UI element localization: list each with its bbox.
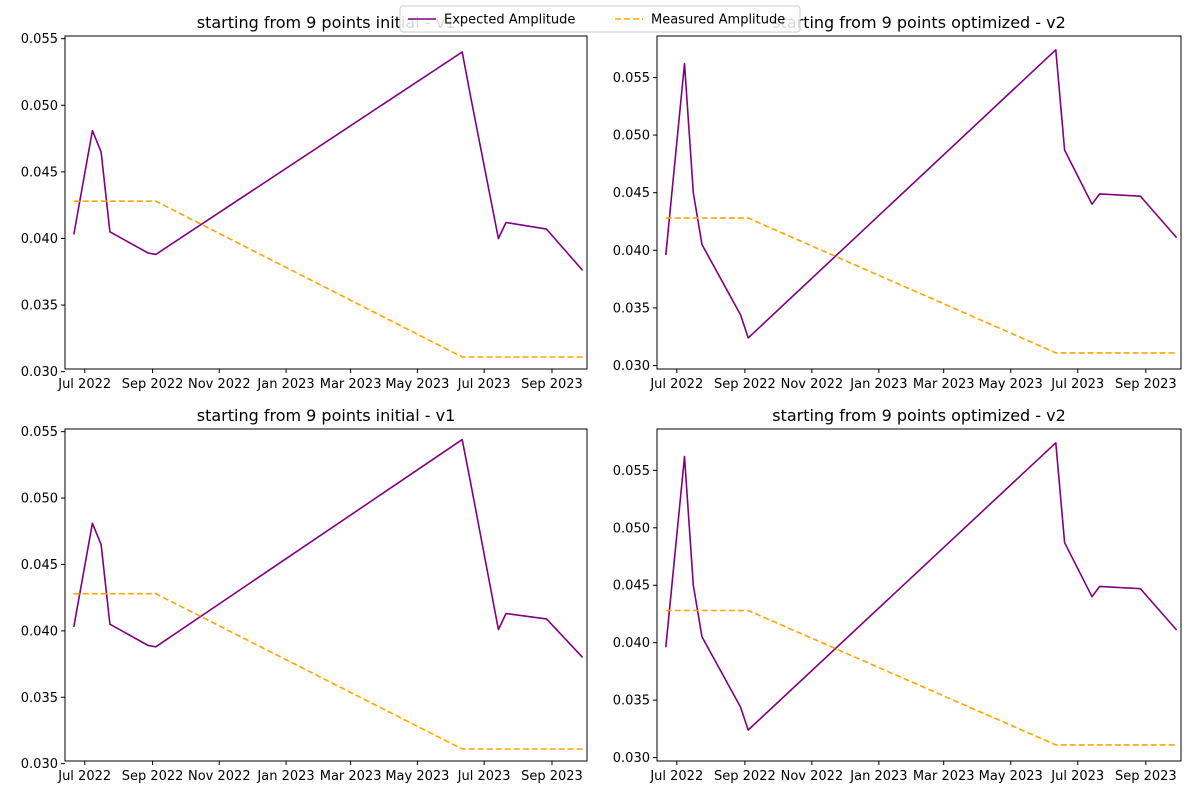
y-tick-label: 0.040	[21, 232, 58, 247]
series-line-expected-amplitude	[73, 51, 584, 271]
x-tick-label: Jul 2022	[649, 769, 703, 784]
x-tick-label: Nov 2022	[781, 769, 844, 784]
x-tick-label: Sep 2022	[122, 769, 184, 784]
y-tick-label: 0.045	[21, 558, 58, 573]
x-tick-label: Mar 2023	[913, 377, 975, 392]
x-tick-label: Nov 2022	[188, 769, 251, 784]
x-tick-label: Jul 2022	[649, 377, 703, 392]
legend-label-measured-amplitude: Measured Amplitude	[651, 13, 785, 28]
y-tick-label: 0.055	[21, 32, 58, 47]
x-tick-label: Sep 2022	[122, 377, 184, 392]
y-tick-label: 0.050	[613, 129, 650, 144]
x-tick-label: Nov 2022	[188, 377, 251, 392]
legend: Expected Amplitude Measured Amplitude	[399, 5, 801, 33]
x-tick-label: Mar 2023	[320, 769, 382, 784]
y-tick-label: 0.045	[613, 579, 650, 594]
x-tick-label: Jul 2023	[457, 377, 511, 392]
legend-box	[399, 5, 801, 33]
x-tick-label: Nov 2022	[781, 377, 844, 392]
y-tick-label: 0.030	[613, 751, 650, 766]
x-tick-label: Jul 2022	[57, 769, 111, 784]
series-line-measured-amplitude	[665, 609, 1177, 746]
y-tick-label: 0.055	[613, 71, 650, 86]
series-line-measured-amplitude	[73, 592, 583, 750]
x-tick-label: Jan 2023	[256, 769, 314, 784]
y-tick-label: 0.030	[21, 757, 58, 772]
series-line-expected-amplitude	[665, 441, 1178, 731]
x-tick-label: Jan 2023	[849, 377, 907, 392]
series-line-expected-amplitude	[665, 48, 1178, 339]
subplot-title: starting from 9 points optimized - v2	[772, 406, 1066, 425]
y-tick-label: 0.040	[21, 624, 58, 639]
x-tick-label: Jan 2023	[256, 377, 314, 392]
subplot-4: Jul 2022 Sep 2022 Nov 2022 Jan 2023 Mar 2023…	[613, 406, 1182, 784]
axes-frame	[64, 428, 588, 762]
x-tick-label: Sep 2022	[714, 769, 776, 784]
y-tick-label: 0.035	[21, 299, 58, 314]
x-tick-label: Sep 2022	[714, 377, 776, 392]
subplot-2: Jul 2022 Sep 2022 Nov 2022 Jan 2023 Mar 2023…	[613, 13, 1182, 392]
y-tick-label: 0.045	[21, 165, 58, 180]
axes-frame	[656, 35, 1182, 370]
y-tick-label: 0.050	[613, 521, 650, 536]
legend-label-expected-amplitude: Expected Amplitude	[444, 13, 575, 28]
y-tick-label: 0.035	[613, 694, 650, 709]
x-tick-label: May 2023	[385, 769, 449, 784]
series-line-measured-amplitude	[665, 217, 1177, 354]
x-tick-label: Jul 2023	[1050, 377, 1104, 392]
axes-frame	[64, 35, 588, 370]
x-tick-label: May 2023	[979, 377, 1043, 392]
y-tick-label: 0.030	[613, 359, 650, 374]
x-tick-label: Sep 2023	[521, 377, 583, 392]
x-tick-label: May 2023	[385, 377, 449, 392]
x-tick-label: Jul 2023	[1050, 769, 1104, 784]
series-line-expected-amplitude	[73, 438, 584, 658]
x-tick-label: Jan 2023	[849, 769, 907, 784]
x-tick-label: May 2023	[979, 769, 1043, 784]
y-tick-label: 0.045	[613, 186, 650, 201]
y-tick-label: 0.035	[613, 301, 650, 316]
x-tick-label: Mar 2023	[913, 769, 975, 784]
y-tick-label: 0.030	[21, 365, 58, 380]
y-tick-label: 0.050	[21, 492, 58, 507]
series-line-measured-amplitude	[73, 200, 583, 358]
subplot-3: Jul 2022 Sep 2022 Nov 2022 Jan 2023 Mar 2023…	[21, 406, 588, 784]
x-tick-label: Sep 2023	[1115, 769, 1177, 784]
subplot-title: starting from 9 points initial - v1	[197, 13, 456, 32]
x-tick-label: Sep 2023	[1115, 377, 1177, 392]
subplot-1: Jul 2022 Sep 2022 Nov 2022 Jan 2023 Mar 2023…	[21, 13, 588, 392]
y-tick-label: 0.040	[613, 636, 650, 651]
subplot-title: starting from 9 points optimized - v2	[772, 13, 1066, 32]
x-tick-label: Jul 2023	[457, 769, 511, 784]
x-tick-label: Jul 2022	[57, 377, 111, 392]
axes-frame	[656, 428, 1182, 762]
y-tick-label: 0.040	[613, 244, 650, 259]
y-tick-label: 0.050	[21, 99, 58, 114]
y-tick-label: 0.055	[613, 464, 650, 479]
y-tick-label: 0.055	[21, 425, 58, 440]
subplot-title: starting from 9 points initial - v1	[197, 406, 456, 425]
x-tick-label: Mar 2023	[320, 377, 382, 392]
x-tick-label: Sep 2023	[521, 769, 583, 784]
y-tick-label: 0.035	[21, 691, 58, 706]
